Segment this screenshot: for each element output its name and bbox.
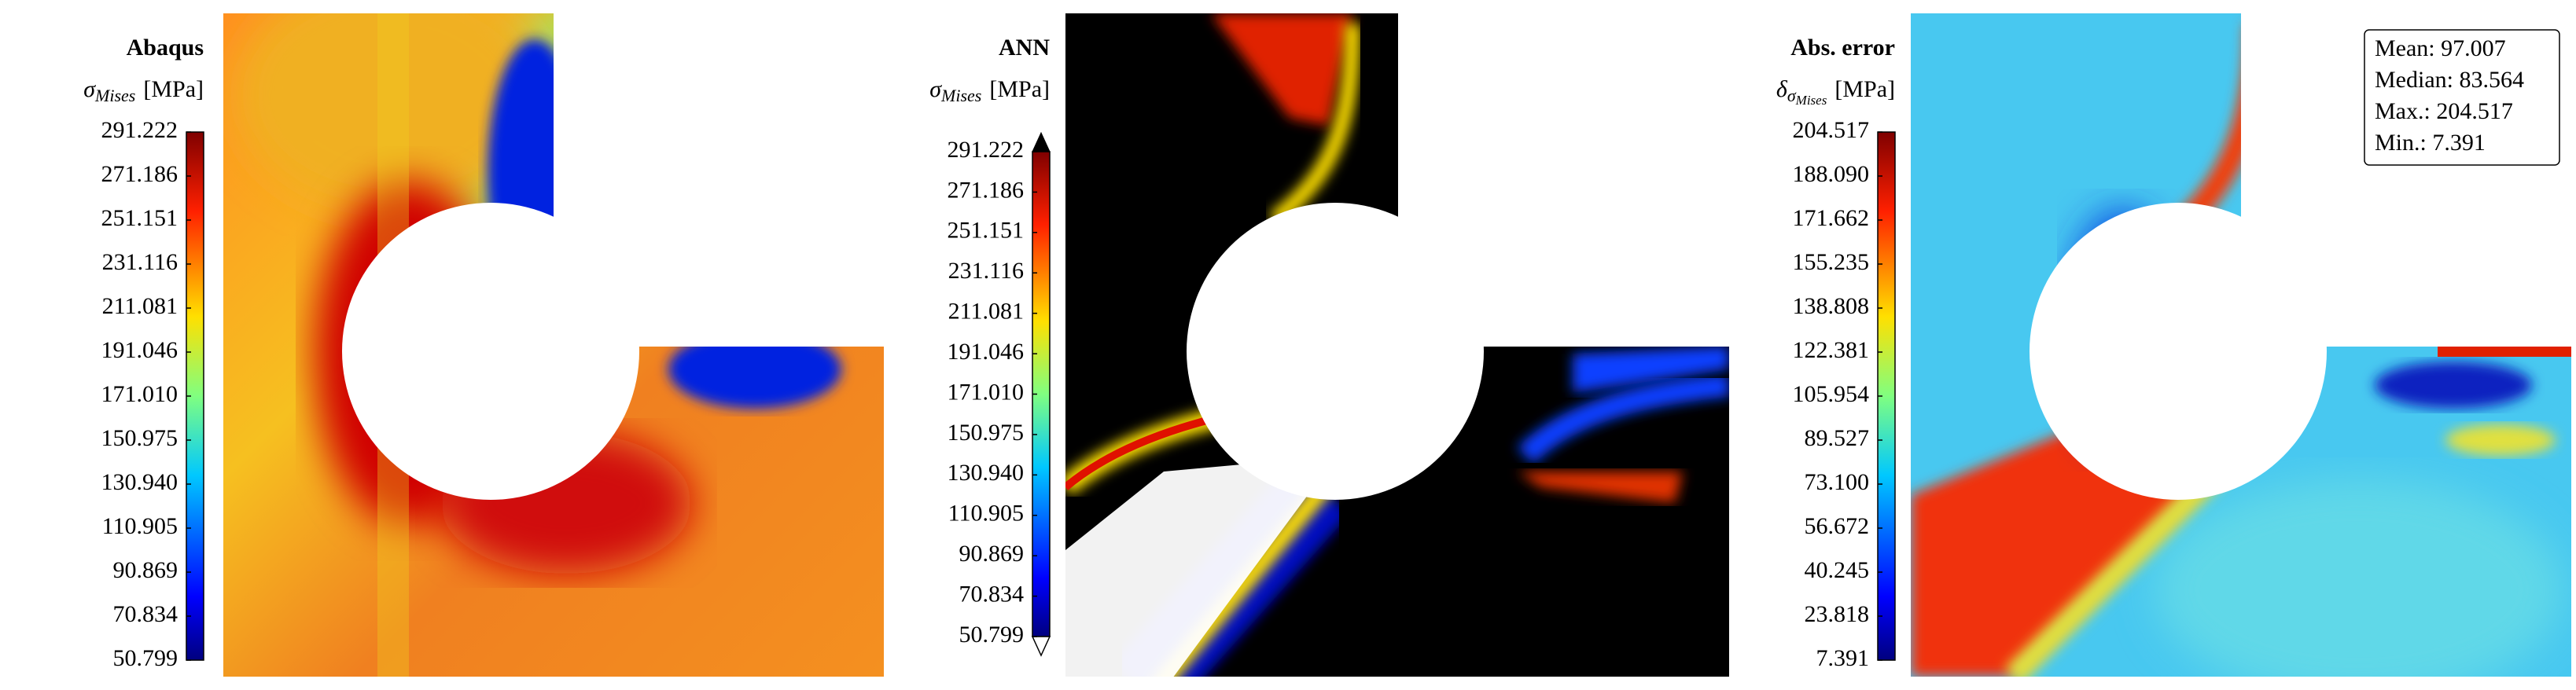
label-unit: [MPa] bbox=[989, 76, 1050, 102]
colorbar-tick-label: 231.116 bbox=[948, 258, 1024, 284]
stats-text: Max.: 204.517 bbox=[2375, 98, 2513, 124]
colorbar-tick-label: 251.151 bbox=[101, 205, 178, 231]
label-symbol: σ bbox=[929, 76, 942, 102]
colorbar-tick-label: 171.010 bbox=[948, 379, 1025, 405]
stats-text: Median: 83.564 bbox=[2375, 67, 2524, 93]
colorbar-tick-label: 211.081 bbox=[102, 293, 178, 319]
label-sub: Mises bbox=[940, 86, 981, 105]
colorbar-tick-label: 110.905 bbox=[102, 513, 178, 539]
colorbar-tick-label: 291.222 bbox=[948, 137, 1025, 163]
colorbar-tick-label: 23.818 bbox=[1805, 601, 1870, 627]
label-unit: [MPa] bbox=[1834, 76, 1895, 102]
colorbar-tick-label: 70.834 bbox=[959, 581, 1025, 607]
colorbar-tick-label: 188.090 bbox=[1793, 161, 1870, 187]
colorbar-extend-top bbox=[1032, 131, 1051, 152]
colorbar-tick-label: 138.808 bbox=[1793, 293, 1870, 319]
colorbar-tick-label: 171.662 bbox=[1793, 205, 1870, 231]
stats-text: Min.: 7.391 bbox=[2375, 130, 2486, 156]
colorbar-tick-label: 150.975 bbox=[101, 425, 178, 451]
label-symbol: σ bbox=[83, 76, 96, 102]
label-subsub: Mises bbox=[1795, 93, 1827, 108]
colorbar-tick-label: 89.527 bbox=[1805, 425, 1870, 451]
colorbar-tick-label: 204.517 bbox=[1793, 117, 1870, 143]
colorbar-label: σMises [MPa] bbox=[929, 76, 1050, 105]
colorbar-tick-label: 150.975 bbox=[948, 420, 1025, 446]
colorbar-tick-label: 50.799 bbox=[113, 645, 178, 671]
colorbar-tick-label: 155.235 bbox=[1793, 249, 1870, 275]
colorbar-tick-label: 90.869 bbox=[959, 541, 1025, 567]
colorbar-label: δσMises [MPa] bbox=[1776, 76, 1895, 108]
label-symbol: δ bbox=[1776, 76, 1788, 102]
colorbar-tick-label: 110.905 bbox=[948, 501, 1024, 527]
colorbar-tick-label: 130.940 bbox=[948, 460, 1025, 486]
colorbar-tick-label: 7.391 bbox=[1816, 645, 1870, 671]
colorbar-tick-label: 130.940 bbox=[101, 469, 178, 495]
colorbar-extend-bottom bbox=[1031, 636, 1051, 657]
panel-title: ANN bbox=[999, 35, 1050, 61]
colorbar-tick-label: 191.046 bbox=[101, 337, 178, 363]
stats-text: Mean: 97.007 bbox=[2375, 35, 2506, 61]
colorbar-tick-label: 122.381 bbox=[1793, 337, 1870, 363]
colorbar-tick-label: 90.869 bbox=[113, 557, 178, 583]
colorbar-tick-label: 191.046 bbox=[948, 339, 1025, 365]
label-sub: Mises bbox=[94, 86, 135, 105]
colorbar-tick-label: 251.151 bbox=[948, 218, 1025, 244]
colorbar-tick-label: 105.954 bbox=[1793, 381, 1870, 407]
stats-box bbox=[2364, 29, 2560, 166]
colorbar-tick-label: 50.799 bbox=[959, 622, 1025, 648]
colorbar-tick-label: 211.081 bbox=[948, 299, 1024, 325]
colorbar-label: σMises [MPa] bbox=[83, 76, 204, 105]
label-unit: [MPa] bbox=[143, 76, 204, 102]
colorbar-tick-label: 73.100 bbox=[1805, 469, 1870, 495]
colorbar-tick-label: 271.186 bbox=[948, 177, 1025, 203]
panel-title: Abaqus bbox=[127, 35, 204, 61]
colorbar-tick-label: 40.245 bbox=[1805, 557, 1870, 583]
colorbar-tick-label: 56.672 bbox=[1805, 513, 1870, 539]
colorbar-tick-label: 70.834 bbox=[113, 601, 178, 627]
colorbar-tick-label: 291.222 bbox=[101, 117, 178, 143]
panel-title: Abs. error bbox=[1790, 35, 1895, 61]
colorbar-tick-label: 271.186 bbox=[101, 161, 178, 187]
colorbar-tick-label: 231.116 bbox=[102, 249, 178, 275]
holes bbox=[342, 0, 2576, 500]
colorbar-tick-label: 171.010 bbox=[101, 381, 178, 407]
label-sub: σ bbox=[1787, 86, 1797, 105]
